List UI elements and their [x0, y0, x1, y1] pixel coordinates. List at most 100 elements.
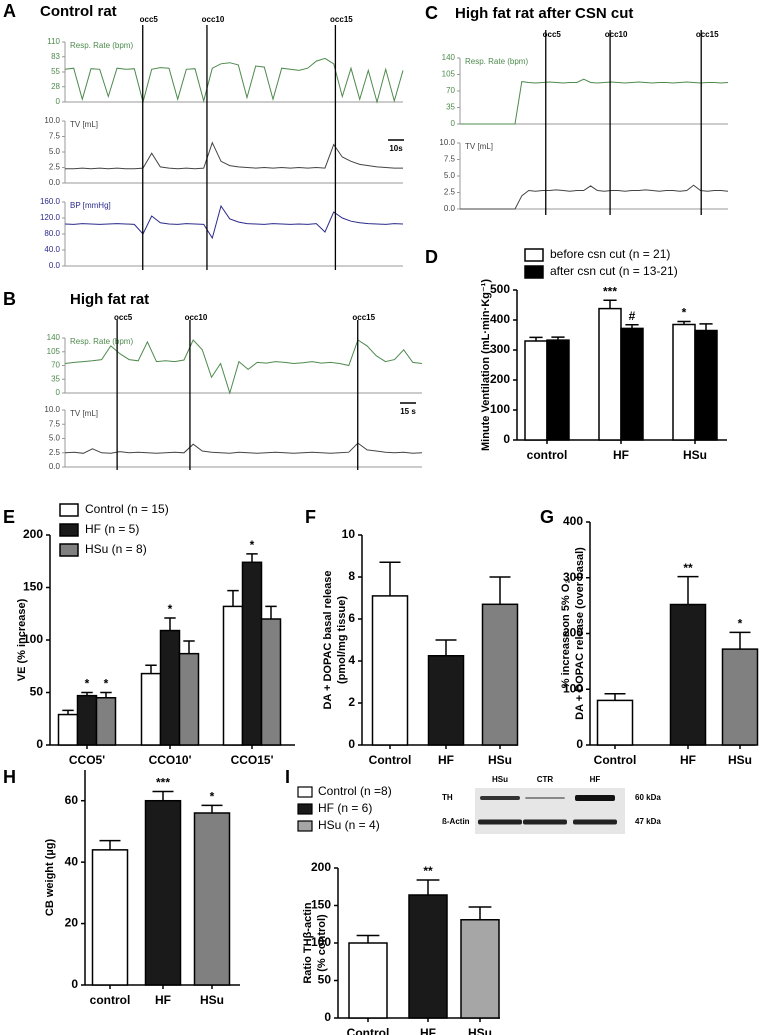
- blot-band: [478, 819, 522, 825]
- x-tick-label: CCO10': [149, 753, 192, 767]
- significance-label: *: [168, 602, 173, 616]
- blot-background: [475, 788, 625, 834]
- scale-label: 15 s: [400, 407, 416, 416]
- x-tick-label: HSu: [488, 753, 512, 767]
- trace-line: [460, 184, 729, 210]
- error-bar: [164, 617, 176, 631]
- legend-swatch: [297, 786, 313, 798]
- y-tick-label: 2.5: [444, 188, 456, 197]
- error-bar: [529, 336, 543, 341]
- error-bar: [183, 640, 195, 654]
- error-bar: [356, 934, 380, 943]
- y-axis-label: VE (% increase): [16, 598, 28, 681]
- legend-swatch: [524, 248, 544, 262]
- y-tick-label: 0.0: [49, 178, 61, 187]
- y-tick-label: 0: [36, 737, 43, 751]
- panel-label: E: [3, 507, 15, 527]
- x-tick-label: HF: [438, 753, 454, 767]
- y-tick-label: 8: [348, 569, 355, 583]
- y-tick-label: 0: [56, 388, 61, 397]
- y-tick-label: 400: [563, 514, 583, 528]
- trace-line: [64, 57, 404, 104]
- x-tick-label: HF: [420, 1026, 436, 1035]
- error-bar: [145, 664, 157, 674]
- error-bar: [489, 576, 511, 605]
- significance-label: *: [738, 617, 743, 631]
- bar: [91, 849, 129, 986]
- blot-band: [575, 795, 615, 801]
- legend-label: after csn cut (n = 13-21): [550, 264, 678, 278]
- panel-label: H: [3, 767, 16, 787]
- legend-label: before csn cut (n = 21): [550, 247, 670, 261]
- y-tick-label: 70: [446, 86, 455, 95]
- bar: [178, 652, 200, 746]
- error-bar: [152, 790, 174, 801]
- bar: [721, 648, 759, 746]
- y-tick-label: 140: [442, 53, 456, 62]
- bar: [672, 323, 696, 441]
- y-tick-label: 80.0: [44, 229, 60, 238]
- bar: [144, 799, 182, 986]
- error-bar: [265, 605, 277, 619]
- trace-name: BP [mmHg]: [70, 201, 111, 210]
- error-bar: [699, 323, 713, 331]
- occlusion-label: occ15: [696, 30, 719, 39]
- y-tick-label: 7.5: [49, 132, 61, 141]
- y-tick-label: 200: [490, 372, 510, 386]
- y-tick-label: 0: [348, 737, 355, 751]
- bar: [57, 713, 79, 746]
- occlusion-label: occ5: [140, 15, 159, 24]
- bar: [427, 655, 465, 746]
- y-tick-label: 7.5: [444, 155, 456, 164]
- y-tick-label: 2.5: [49, 448, 61, 457]
- panel-label: F: [305, 507, 316, 527]
- bar: [546, 339, 570, 441]
- y-tick-label: 10: [342, 527, 356, 541]
- y-tick-label: 200: [311, 860, 331, 874]
- x-tick-label: CCO5': [69, 753, 105, 767]
- y-axis-label: CB weight (µg): [44, 839, 56, 917]
- bar: [669, 603, 707, 746]
- bar: [159, 629, 181, 746]
- bar: [76, 694, 98, 746]
- y-tick-label: 150: [311, 898, 331, 912]
- trace-line: [64, 442, 423, 454]
- significance-label: **: [683, 561, 693, 575]
- legend-label: HF (n = 5): [85, 522, 139, 536]
- y-tick-label: 10.0: [44, 116, 60, 125]
- y-tick-label: 6: [348, 611, 355, 625]
- y-tick-label: 140: [47, 333, 61, 342]
- legend-label: Control (n =8): [318, 784, 392, 798]
- bar: [222, 605, 244, 746]
- bar: [596, 699, 634, 746]
- y-tick-label: 50: [318, 973, 332, 987]
- error-bar: [100, 691, 112, 698]
- significance-label: **: [423, 864, 433, 878]
- significance-label: *: [682, 306, 687, 320]
- legend-swatch: [59, 543, 79, 557]
- y-tick-label: 200: [23, 527, 43, 541]
- x-tick-label: HSu: [683, 448, 707, 462]
- error-bar: [81, 691, 93, 696]
- occlusion-label: occ5: [114, 313, 133, 322]
- error-bar: [416, 879, 440, 895]
- panel-label: G: [540, 507, 554, 527]
- trace-line: [64, 339, 423, 395]
- blot-lane-label: HSu: [492, 775, 508, 784]
- y-tick-label: 300: [563, 570, 583, 584]
- y-axis-label: (% control): [316, 914, 328, 972]
- panel-title: Control rat: [40, 3, 117, 20]
- error-bar: [677, 575, 699, 605]
- y-axis-label: Minute Ventilation (mL·min·Kg⁻¹): [480, 279, 492, 451]
- error-bar: [604, 692, 626, 701]
- y-tick-label: 0: [576, 737, 583, 751]
- y-tick-label: 0.0: [49, 261, 61, 270]
- y-tick-label: 0.0: [444, 204, 456, 213]
- y-tick-label: 120.0: [40, 213, 61, 222]
- x-tick-label: HSu: [728, 753, 752, 767]
- blot-size-label: 60 kDa: [635, 793, 661, 802]
- blot-band: [523, 819, 567, 825]
- trace-line: [64, 204, 404, 240]
- trace-line: [65, 141, 403, 170]
- blot-row-label: ß-Actin: [442, 817, 470, 826]
